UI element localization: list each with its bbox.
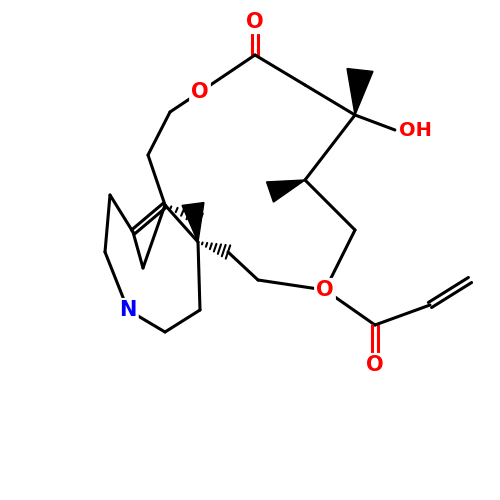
Text: O: O xyxy=(316,280,334,300)
Text: OH: OH xyxy=(398,120,432,140)
Polygon shape xyxy=(347,68,373,115)
Text: O: O xyxy=(191,82,209,102)
Text: O: O xyxy=(246,12,264,32)
Text: N: N xyxy=(120,300,136,320)
Polygon shape xyxy=(182,202,204,242)
Polygon shape xyxy=(266,180,305,202)
Text: O: O xyxy=(366,355,384,375)
